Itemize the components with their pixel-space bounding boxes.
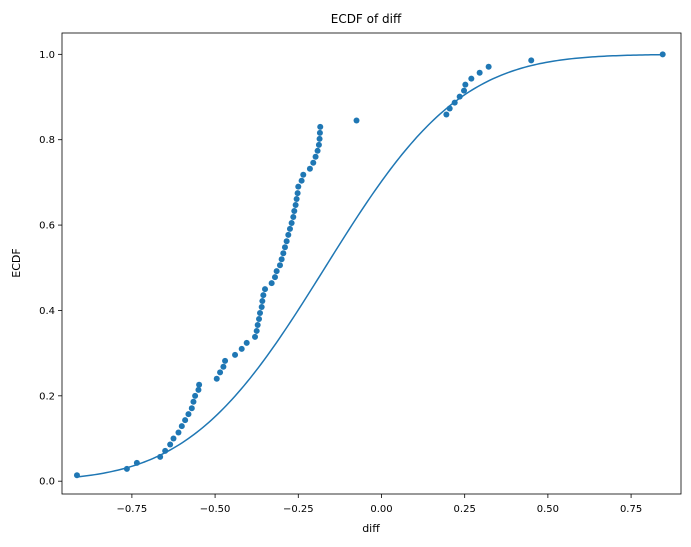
x-tick-label: −0.50: [200, 504, 231, 515]
data-point: [288, 219, 295, 226]
x-tick-label: 0.50: [537, 504, 559, 515]
data-point: [316, 135, 323, 142]
data-point: [73, 472, 80, 479]
data-point: [195, 386, 202, 393]
x-tick-label: 0.75: [620, 504, 642, 515]
data-point: [300, 171, 307, 178]
x-tick-label: 0.25: [454, 504, 476, 515]
data-points-layer: [73, 51, 666, 479]
data-point: [273, 268, 280, 275]
data-point: [133, 459, 140, 466]
chart-title: ECDF of diff: [331, 12, 402, 26]
data-point: [293, 196, 300, 203]
data-point: [314, 147, 321, 154]
data-point: [528, 57, 535, 64]
data-point: [256, 315, 263, 322]
data-point: [175, 429, 182, 436]
data-point: [461, 87, 468, 94]
y-axis-ticks: 0.0 0.2 0.4 0.6 0.8 1.0: [39, 50, 62, 488]
data-point: [257, 310, 264, 317]
data-point: [286, 225, 293, 232]
data-point: [485, 63, 492, 70]
data-point: [456, 93, 463, 100]
data-point: [185, 411, 192, 418]
data-point: [192, 392, 199, 399]
data-point: [294, 190, 301, 197]
data-point: [315, 141, 322, 148]
y-tick-label: 0.8: [39, 135, 55, 146]
data-point: [213, 375, 220, 382]
data-point: [443, 111, 450, 118]
data-point: [170, 435, 177, 442]
data-point: [271, 274, 278, 281]
fitted-cdf-layer: [76, 53, 663, 478]
plot-frame: [61, 32, 682, 495]
data-point: [196, 381, 203, 388]
data-point: [268, 280, 275, 287]
data-point: [278, 256, 285, 263]
data-point: [476, 69, 483, 76]
y-tick-label: 0.4: [39, 306, 55, 317]
fitted-cdf-line: [76, 53, 663, 478]
data-point: [312, 153, 319, 160]
data-point: [260, 292, 267, 299]
data-point: [217, 369, 224, 376]
y-tick-label: 0.0: [39, 477, 55, 488]
data-point: [285, 231, 292, 238]
data-point: [292, 202, 299, 209]
data-point: [190, 398, 197, 405]
data-point: [446, 105, 453, 112]
y-tick-label: 0.6: [39, 221, 55, 232]
data-point: [468, 75, 475, 82]
data-point: [317, 123, 324, 130]
data-point: [306, 165, 313, 172]
data-point: [276, 262, 283, 269]
data-point: [232, 351, 239, 358]
x-axis-label: diff: [362, 522, 380, 535]
data-point: [222, 357, 229, 364]
data-point: [310, 159, 317, 166]
y-tick-label: 1.0: [39, 50, 55, 61]
data-point: [298, 177, 305, 184]
data-point: [258, 304, 265, 311]
x-axis-ticks: −0.75 −0.50 −0.25 0.00 0.25 0.50 0.75: [117, 494, 642, 515]
data-point: [462, 81, 469, 88]
data-point: [280, 250, 287, 257]
data-point: [259, 298, 266, 305]
data-point: [316, 129, 323, 136]
data-point: [123, 465, 130, 472]
data-point: [283, 238, 290, 245]
plot-area: [61, 32, 682, 495]
data-point: [252, 333, 259, 340]
data-point: [262, 286, 269, 293]
y-tick-label: 0.2: [39, 391, 55, 402]
data-point: [220, 363, 227, 370]
data-point: [290, 213, 297, 220]
data-point: [291, 208, 298, 214]
data-point: [182, 417, 189, 424]
x-tick-label: 0.00: [370, 504, 392, 515]
data-point: [238, 345, 245, 352]
data-point: [295, 183, 302, 190]
data-point: [254, 321, 261, 328]
x-tick-label: −0.75: [117, 504, 148, 515]
data-point: [253, 327, 260, 334]
data-point: [353, 117, 360, 124]
data-point: [178, 423, 185, 430]
y-axis-label: ECDF: [10, 248, 23, 277]
data-point: [162, 447, 169, 454]
data-point: [659, 51, 666, 58]
data-point: [188, 405, 195, 412]
data-point: [167, 441, 174, 448]
data-point: [157, 453, 164, 460]
data-point: [243, 339, 250, 346]
data-point: [281, 244, 288, 251]
x-tick-label: −0.25: [283, 504, 314, 515]
data-point: [451, 99, 458, 106]
